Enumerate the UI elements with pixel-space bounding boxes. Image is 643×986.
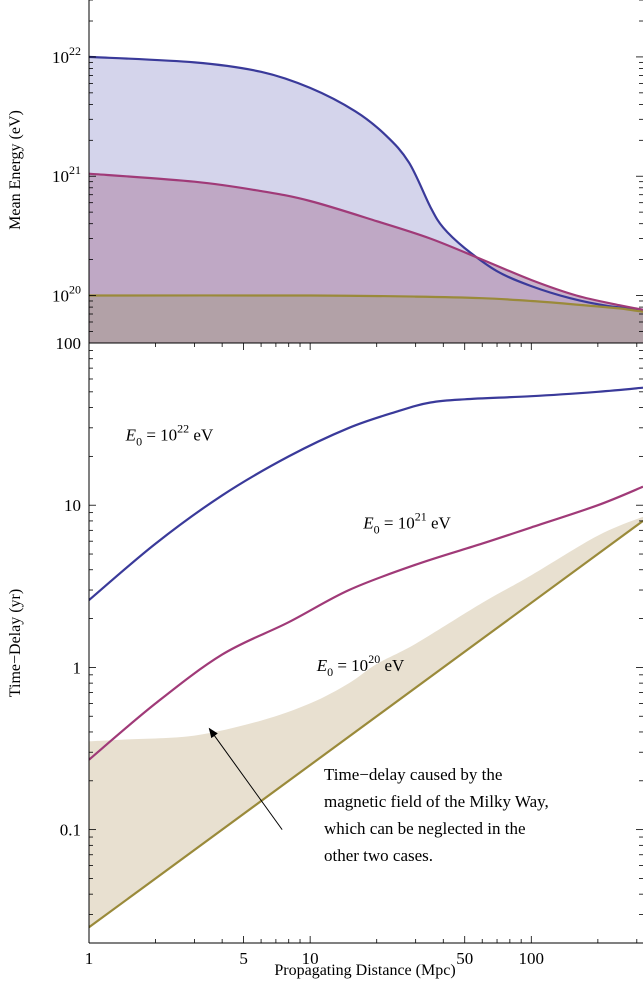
top-y-axis-label: Mean Energy (eV): [7, 110, 24, 230]
curve-label-0: E0 = 1022 eV: [125, 422, 214, 449]
bottom-ytick-label: 1: [73, 658, 82, 677]
energy-area-2: [89, 295, 643, 343]
delay-line-1: [89, 485, 643, 761]
axis-ticks: [88, 0, 643, 944]
bottom-ytick-label: 10: [64, 496, 81, 515]
top-ytick-label: 1022: [52, 44, 81, 67]
tick-labels: 1022 1021 1020 100 10 1 0.1 1 5 10 50 100: [52, 44, 544, 968]
annotation-line: Time−delay caused by the: [324, 765, 502, 784]
curve-labels: E0 = 1022 eV E0 = 1021 eV E0 = 1020 eV: [125, 422, 452, 679]
annotation-line: magnetic field of the Milky Way,: [324, 792, 549, 811]
top-ytick-label: 1021: [52, 163, 81, 186]
xtick-label: 10: [302, 949, 319, 968]
xtick-label: 50: [456, 949, 473, 968]
delay-line-2: [89, 520, 643, 929]
delay-line-0: [89, 386, 643, 601]
annotation-line: which can be neglected in the: [324, 819, 526, 838]
annotation-line: other two cases.: [324, 846, 433, 865]
energy-line-0: [89, 55, 643, 311]
top-energy-lines: [89, 55, 643, 313]
milky-way-annotation: Time−delay caused by the magnetic field o…: [208, 727, 549, 865]
xtick-label: 5: [239, 949, 248, 968]
bottom-y-axis-label: Time−Delay (yr): [7, 589, 24, 697]
annotation-arrow: [208, 727, 283, 830]
xtick-label: 1: [85, 949, 94, 968]
xtick-label: 100: [519, 949, 545, 968]
x-axis-label: Propagating Distance (Mpc): [274, 962, 455, 979]
top-ytick-label: 1020: [52, 283, 81, 306]
top-energy-areas: [89, 56, 643, 343]
curve-label-1: E0 = 1021 eV: [362, 509, 451, 536]
energy-line-2: [89, 294, 643, 313]
curve-label-2: E0 = 1020 eV: [316, 652, 405, 679]
bottom-ytick-label: 100: [56, 334, 82, 353]
time-delay-lines: [89, 386, 643, 929]
bottom-ytick-label: 0.1: [60, 821, 81, 840]
plot-frames: [88, 0, 643, 944]
energy-line-1: [89, 172, 643, 311]
